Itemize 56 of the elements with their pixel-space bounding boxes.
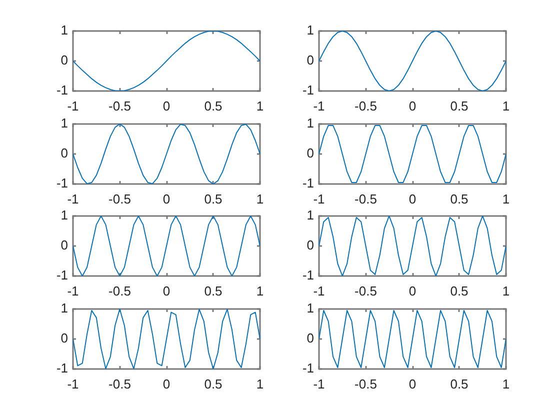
y-tick-label: 1: [306, 300, 314, 316]
x-tick-label: 0.5: [204, 98, 222, 114]
y-tick-label: 0: [60, 238, 68, 253]
x-tick-label: 0.5: [204, 376, 222, 392]
x-tick-label: 0: [408, 376, 416, 392]
y-tick-label: -1: [302, 360, 314, 376]
x-tick-label: 0: [162, 98, 170, 114]
x-tick-label: 0: [162, 376, 170, 392]
y-tick-label: 1: [306, 22, 314, 38]
y-tick-label: 1: [60, 300, 68, 316]
y-tick-label: 0: [306, 238, 314, 253]
y-tick-label: -1: [302, 176, 314, 191]
y-tick-label: -1: [56, 268, 68, 283]
x-tick-label: -0.5: [354, 376, 377, 392]
x-tick-label: 0.5: [450, 283, 468, 298]
y-tick-label: -1: [56, 176, 68, 191]
x-tick-label: -0.5: [354, 283, 377, 298]
x-tick-label: 0: [162, 283, 170, 298]
x-tick-label: 1: [256, 191, 264, 206]
x-tick-label: 1: [502, 191, 510, 206]
y-tick-label: 0: [306, 52, 314, 68]
y-tick-label: 1: [60, 208, 68, 223]
y-tick-label: 0: [60, 330, 68, 346]
x-tick-label: 0.5: [450, 98, 468, 114]
x-tick-label: 0: [408, 283, 416, 298]
x-tick-label: 0.5: [450, 376, 468, 392]
y-tick-label: 1: [306, 116, 314, 131]
x-tick-label: 0: [408, 98, 416, 114]
x-tick-label: -0.5: [354, 98, 377, 114]
x-tick-label: 1: [256, 98, 264, 114]
y-tick-label: -1: [302, 82, 314, 98]
x-tick-label: 0: [162, 191, 170, 206]
y-tick-label: -1: [302, 268, 314, 283]
y-tick-label: 0: [306, 330, 314, 346]
x-tick-label: 0.5: [204, 191, 222, 206]
x-tick-label: 0.5: [450, 191, 468, 206]
x-tick-label: 1: [502, 98, 510, 114]
y-tick-label: 1: [60, 22, 68, 38]
x-tick-label: 1: [256, 376, 264, 392]
x-tick-label: -0.5: [108, 376, 131, 392]
x-tick-label: 0: [408, 191, 416, 206]
x-tick-label: -0.5: [354, 191, 377, 206]
x-tick-label: -0.5: [108, 283, 131, 298]
y-tick-label: -1: [56, 360, 68, 376]
x-tick-label: 0.5: [204, 283, 222, 298]
y-tick-label: 0: [306, 146, 314, 161]
y-tick-label: 0: [60, 146, 68, 161]
y-tick-label: 1: [60, 116, 68, 131]
x-tick-label: -0.5: [108, 98, 131, 114]
x-tick-label: 1: [256, 283, 264, 298]
x-tick-label: -0.5: [108, 191, 131, 206]
y-tick-label: 1: [306, 208, 314, 223]
x-tick-label: 1: [502, 376, 510, 392]
y-tick-label: -1: [56, 82, 68, 98]
y-tick-label: 0: [60, 52, 68, 68]
x-tick-label: 1: [502, 283, 510, 298]
